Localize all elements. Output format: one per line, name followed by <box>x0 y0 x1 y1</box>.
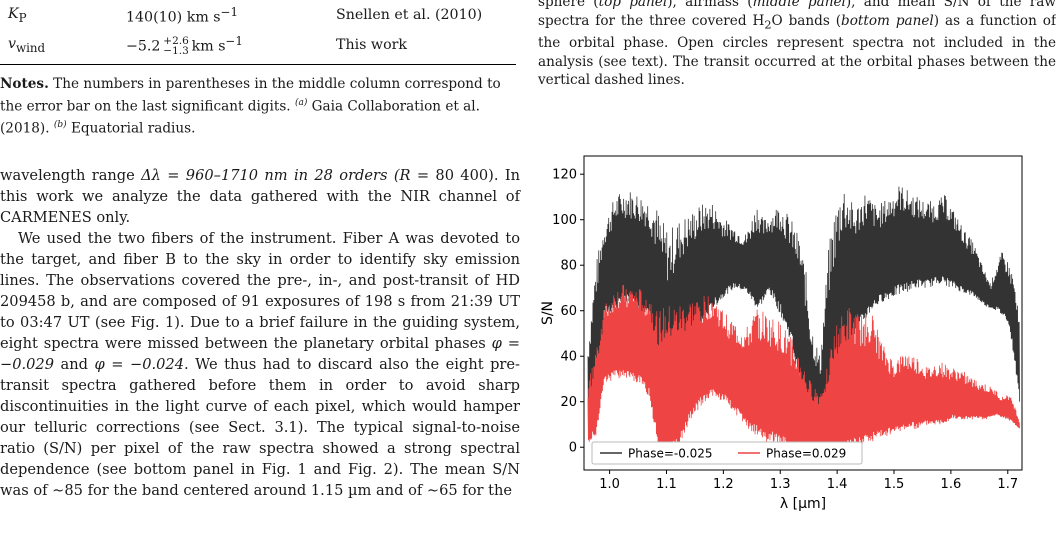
x-tick-label: 1.6 <box>941 477 962 492</box>
y-tick-label: 80 <box>560 259 577 274</box>
param-reference: Snellen et al. (2010) <box>336 7 483 23</box>
table-notes: Notes. The numbers in parentheses in the… <box>0 76 501 137</box>
left-column: KP 140(10) km s−1 Snellen et al. (2010) … <box>0 0 520 501</box>
body-paragraph: We used the two fibers of the instrument… <box>0 229 520 499</box>
param-reference: This work <box>336 30 516 65</box>
sn-spectrum-chart: 1.0 1.1 1.2 1.3 1.4 1.5 1.6 1.7020406080100120 … <box>540 155 1023 512</box>
x-tick-label: 1.4 <box>827 477 848 492</box>
parameters-table: KP 140(10) km s−1 Snellen et al. (2010) … <box>0 0 516 65</box>
plot-layer <box>587 186 1020 457</box>
y-tick-label: 100 <box>552 213 577 228</box>
x-tick-label: 1.1 <box>656 477 677 492</box>
x-tick-label: 1.3 <box>770 477 791 492</box>
legend-box <box>591 441 863 465</box>
x-tick-label: 1.2 <box>713 477 734 492</box>
legend-label: Phase=0.029 <box>766 447 846 461</box>
chart-legend: Phase=-0.025 Phase=0.029 <box>591 441 863 465</box>
param-name: vwind <box>0 30 126 65</box>
param-name: KP <box>8 5 27 25</box>
x-axis-label: λ [μm] <box>780 496 826 512</box>
table-row: KP 140(10) km s−1 Snellen et al. (2010) <box>0 0 516 30</box>
y-tick-label: 0 <box>569 441 577 456</box>
plot-frame <box>583 155 1023 471</box>
x-tick-label: 1.7 <box>997 477 1018 492</box>
y-axis-label: S/N <box>540 301 556 325</box>
y-tick-label: 40 <box>560 350 577 365</box>
param-value: −5.2 +2.6 −1.3 km s−1 <box>126 30 336 65</box>
series-line <box>587 284 1020 457</box>
body-paragraph: wavelength range Δλ = 960–1710 nm in 28 … <box>0 166 520 226</box>
x-tick-label: 1.0 <box>599 477 620 492</box>
y-tick-label: 120 <box>552 168 577 183</box>
ticks-layer: 1.0 1.1 1.2 1.3 1.4 1.5 1.6 1.7 0 20 40 60 80 100 120 <box>552 168 1018 492</box>
param-value: 140(10) km s−1 <box>126 4 238 26</box>
right-column: sphere (top panel), airmass (middle pane… <box>538 0 1056 97</box>
legend-label: Phase=-0.025 <box>628 447 713 461</box>
y-tick-label: 20 <box>560 395 577 410</box>
table-row: vwind −5.2 +2.6 −1.3 km s−1 This work <box>0 30 516 65</box>
y-tick-label: 60 <box>560 304 577 319</box>
x-tick-label: 1.5 <box>884 477 905 492</box>
figure-caption: sphere (top panel), airmass (middle pane… <box>538 0 1056 89</box>
